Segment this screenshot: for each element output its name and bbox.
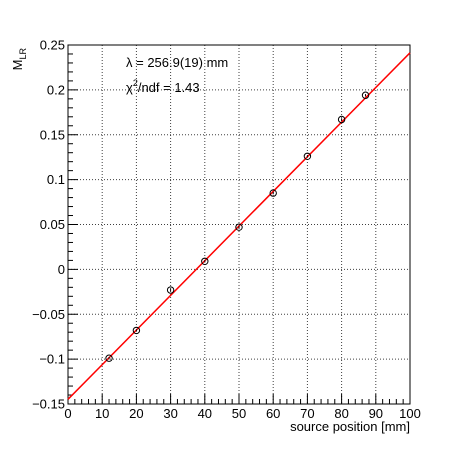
- grid: [68, 45, 410, 404]
- x-tick-label: 20: [129, 406, 143, 421]
- data-point: [269, 189, 277, 197]
- x-tick-label: 40: [198, 406, 212, 421]
- x-tick-label: 50: [232, 406, 246, 421]
- data-points: [105, 91, 370, 362]
- data-point: [166, 286, 175, 294]
- y-tick-label: 0.05: [40, 217, 65, 232]
- x-tick-label: 60: [266, 406, 280, 421]
- chi2-annotation: χ2/ndf = 1.43: [126, 78, 200, 95]
- x-tick-label: 100: [399, 406, 421, 421]
- y-tick-label: 0.1: [47, 172, 65, 187]
- chi2-superscript: 2: [133, 78, 138, 88]
- data-point: [235, 223, 243, 231]
- chi2-prefix: χ: [126, 80, 133, 95]
- y-axis-title: MLR: [10, 48, 28, 71]
- y-tick-label: 0.25: [40, 38, 65, 53]
- x-axis-title: source position [mm]: [290, 419, 410, 434]
- data-point: [105, 354, 113, 362]
- chi2-suffix: /ndf = 1.43: [138, 80, 200, 95]
- x-tick-label: 10: [95, 406, 109, 421]
- y-tick-label: −0.15: [32, 397, 65, 412]
- x-tick-label: 70: [300, 406, 314, 421]
- lambda-symbol: λ: [126, 55, 133, 70]
- y-tick-label: 0.2: [47, 82, 65, 97]
- data-point: [337, 115, 346, 124]
- y-axis-title-main: M: [10, 60, 25, 71]
- axis-ticks: [67, 44, 411, 405]
- x-tick-label: 0: [64, 406, 71, 421]
- data-point: [361, 91, 370, 99]
- lambda-annotation: λ = 256.9(19) mm: [126, 55, 228, 70]
- y-axis-title-sub: LR: [18, 48, 28, 60]
- x-tick-label: 30: [163, 406, 177, 421]
- lambda-value: = 256.9(19) mm: [133, 55, 229, 70]
- y-tick-label: 0.15: [40, 127, 65, 142]
- y-tick-label: −0.05: [32, 307, 65, 322]
- data-point: [201, 257, 209, 265]
- x-tick-label: 80: [334, 406, 348, 421]
- x-tick-label: 90: [369, 406, 383, 421]
- tick-labels: 0 10 20 30 40 50 60 70 80 90 100 −0.15 −0.1 −0.05 0 0.0…: [32, 38, 421, 422]
- data-point: [303, 152, 312, 160]
- y-tick-label: −0.1: [39, 352, 65, 367]
- y-tick-label: 0: [58, 262, 65, 277]
- data-point: [132, 326, 141, 335]
